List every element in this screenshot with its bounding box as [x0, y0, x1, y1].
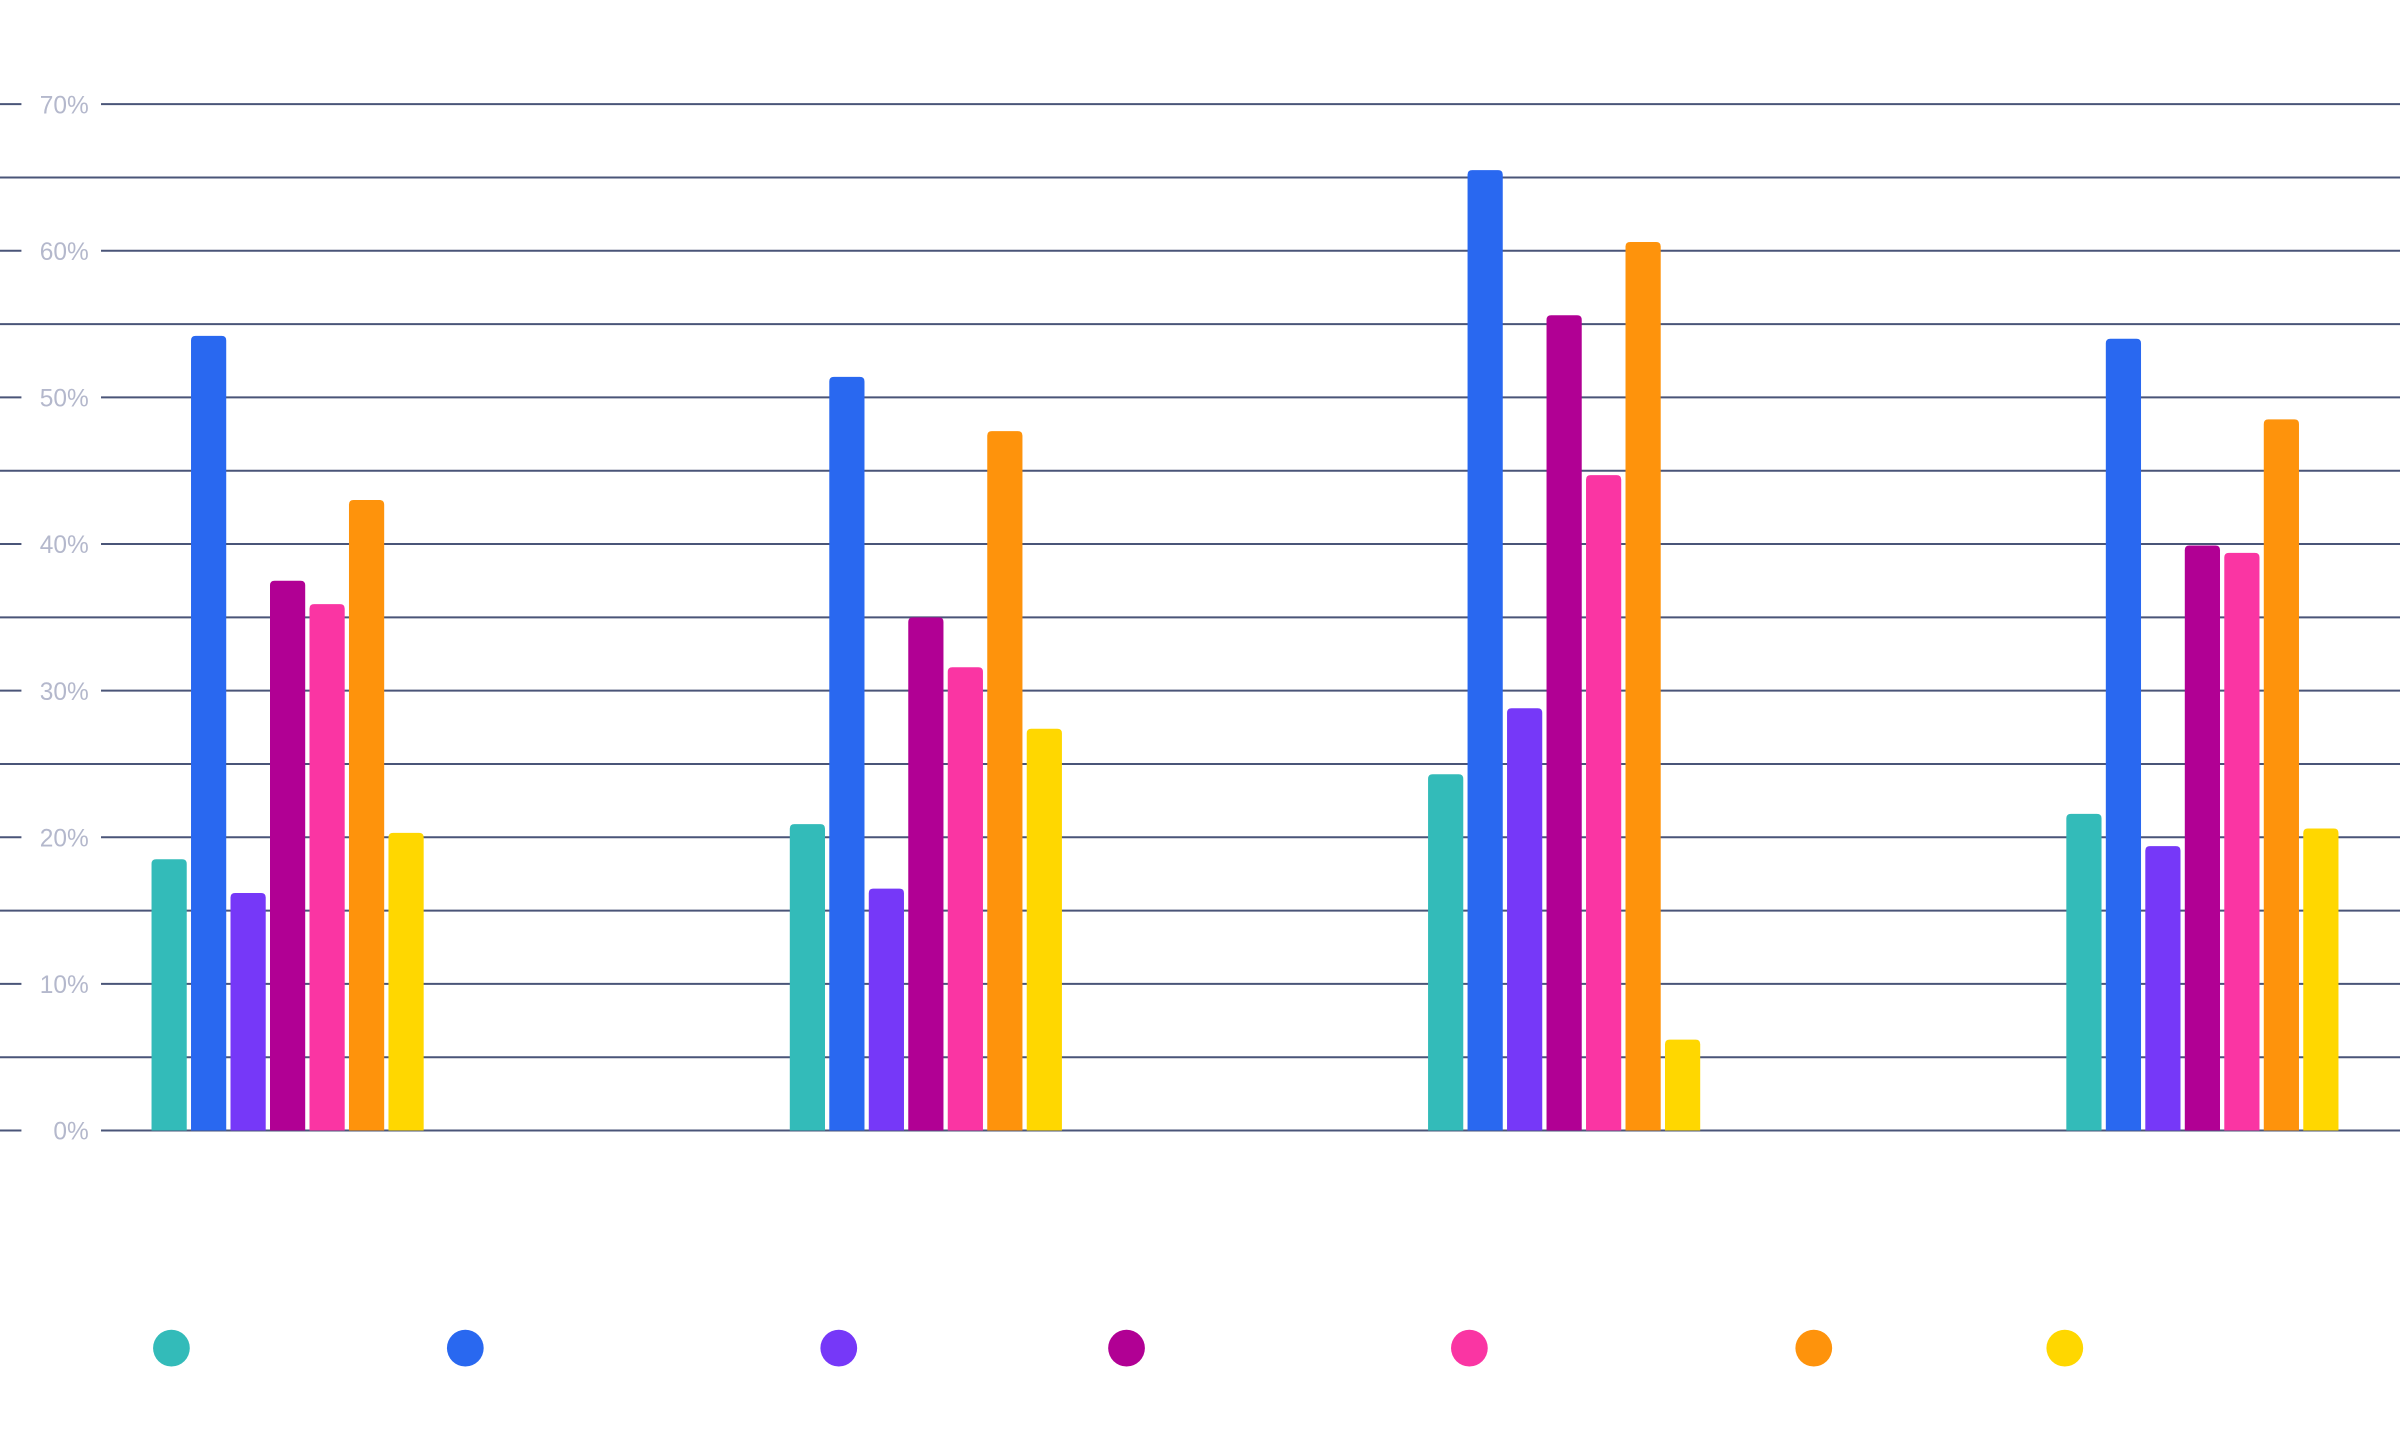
bar[interactable] [2184, 545, 2220, 1131]
bar[interactable] [2145, 846, 2181, 1131]
y-axis-labels: 0% 10% 20% 30% 40% 50% 60% 70% [40, 92, 89, 1145]
legend-marker-icon[interactable] [2046, 1329, 2084, 1367]
bar[interactable] [908, 617, 944, 1131]
legend-marker-icon[interactable] [1451, 1329, 1488, 1367]
bar[interactable] [2303, 828, 2339, 1131]
bar[interactable] [270, 580, 306, 1131]
bar[interactable] [2105, 338, 2142, 1131]
bar-groups [151, 170, 2339, 1131]
bar[interactable] [789, 824, 825, 1131]
y-tick-label: 30% [40, 679, 89, 706]
bar-group [2066, 338, 2339, 1131]
bar-group [789, 376, 1062, 1131]
bar[interactable] [388, 832, 424, 1131]
bar[interactable] [1026, 728, 1062, 1131]
legend-marker-icon[interactable] [1108, 1329, 1145, 1367]
y-tick-label: 40% [40, 532, 89, 559]
legend-marker-icon[interactable] [446, 1329, 484, 1367]
bar[interactable] [151, 859, 187, 1131]
bar[interactable] [947, 667, 983, 1131]
bar[interactable] [1625, 241, 1661, 1131]
y-tick-label: 10% [40, 972, 89, 999]
bar[interactable] [2263, 419, 2299, 1131]
y-tick-label: 60% [40, 239, 89, 266]
bar[interactable] [348, 500, 385, 1131]
bar[interactable] [1586, 475, 1622, 1131]
bar[interactable] [868, 888, 904, 1131]
bar[interactable] [1546, 315, 1582, 1131]
bar[interactable] [2066, 813, 2102, 1131]
bar[interactable] [191, 335, 227, 1131]
bar-group [151, 335, 424, 1131]
bar[interactable] [309, 604, 345, 1131]
legend-marker-icon[interactable] [820, 1329, 858, 1367]
bar[interactable] [1428, 774, 1464, 1131]
legend-marker-icon[interactable] [1795, 1329, 1833, 1367]
bar[interactable] [987, 431, 1023, 1131]
bar[interactable] [230, 893, 266, 1131]
y-tick-label: 20% [40, 825, 89, 852]
y-tick-label: 0% [53, 1119, 88, 1146]
legend [153, 1329, 2084, 1367]
y-tick-label: 70% [40, 92, 89, 119]
bar-group [1428, 170, 1701, 1131]
bar[interactable] [1665, 1039, 1701, 1131]
bar[interactable] [1467, 170, 1503, 1131]
y-tick-label: 50% [40, 386, 89, 413]
bar[interactable] [2224, 552, 2260, 1131]
bar[interactable] [1507, 708, 1543, 1131]
legend-marker-icon[interactable] [153, 1329, 190, 1367]
bar[interactable] [829, 376, 865, 1131]
